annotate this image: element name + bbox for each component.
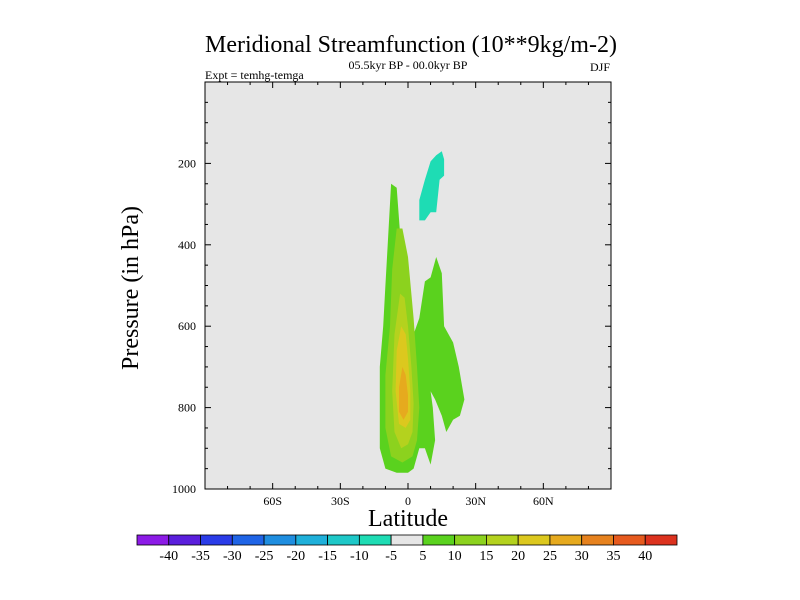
colorbar-box <box>486 534 519 546</box>
colorbar-label: -15 <box>318 549 337 564</box>
colorbar-box <box>200 534 233 546</box>
colorbar-label: 10 <box>448 549 462 564</box>
y-axis: 200 400 600 800 1000 <box>172 101 611 496</box>
center-string: 05.5kyr BP - 00.0kyr BP <box>349 58 468 72</box>
contour-region-5 <box>399 366 408 420</box>
colorbar-box <box>422 534 456 546</box>
chart-title: Meridional Streamfunction (10**9kg/m-2) <box>205 32 617 58</box>
colorbar-box <box>581 534 614 546</box>
y-tick-label: 400 <box>178 238 196 252</box>
colorbar-box <box>517 534 551 546</box>
x-tick-label: 0 <box>405 494 411 508</box>
colorbar-box <box>390 534 424 546</box>
colorbar-box <box>295 534 328 546</box>
colorbar-label: -10 <box>350 549 369 564</box>
x-tick-label: 60N <box>533 494 554 508</box>
right-string: DJF <box>590 60 610 74</box>
colorbar-box <box>613 534 646 546</box>
x-axis: 60S 30S 0 30N 60N <box>204 82 612 508</box>
colorbar-box <box>263 534 297 546</box>
y-axis-label: Pressure (in hPa) <box>118 206 144 370</box>
colorbar-label: 15 <box>479 549 493 564</box>
colorbar-label: -30 <box>223 549 242 564</box>
y-tick-label: 800 <box>178 401 196 415</box>
x-tick-label: 30S <box>331 494 350 508</box>
colorbar-label: -20 <box>286 549 305 564</box>
y-tick-label: 600 <box>178 319 196 333</box>
colorbar-label: -35 <box>191 549 210 564</box>
colorbar-box <box>454 534 487 546</box>
left-string: Expt = temhg-temga <box>205 68 304 82</box>
colorbar-label: 40 <box>638 549 652 564</box>
x-tick-label: 60S <box>263 494 282 508</box>
colorbar-label: -25 <box>255 549 274 564</box>
colorbar-box <box>231 534 265 546</box>
colorbar-label: 35 <box>606 549 620 564</box>
colorbar-label: 30 <box>575 549 589 564</box>
y-tick-label: 1000 <box>172 482 196 496</box>
colorbar-box <box>549 534 583 546</box>
contour-region-1 <box>419 151 445 221</box>
contour-regions <box>379 151 465 473</box>
colorbar-label: 20 <box>511 549 525 564</box>
colorbar-label: -5 <box>385 549 397 564</box>
colorbar-label: -40 <box>159 549 178 564</box>
colorbar-box <box>358 534 392 546</box>
y-tick-label: 200 <box>178 156 196 170</box>
x-axis-label: Latitude <box>368 506 448 532</box>
colorbar-box <box>168 534 201 546</box>
colorbar-label: 25 <box>543 549 557 564</box>
colorbar-box <box>327 534 360 546</box>
colorbar-box <box>644 534 678 546</box>
colorbar-box <box>136 534 170 546</box>
x-tick-label: 30N <box>465 494 486 508</box>
colorbar: -40 -35 -30 -25 -20 -15 -10 -5 5 10 15 20 25 30 35 40 <box>136 534 678 564</box>
colorbar-label: 5 <box>419 549 426 564</box>
